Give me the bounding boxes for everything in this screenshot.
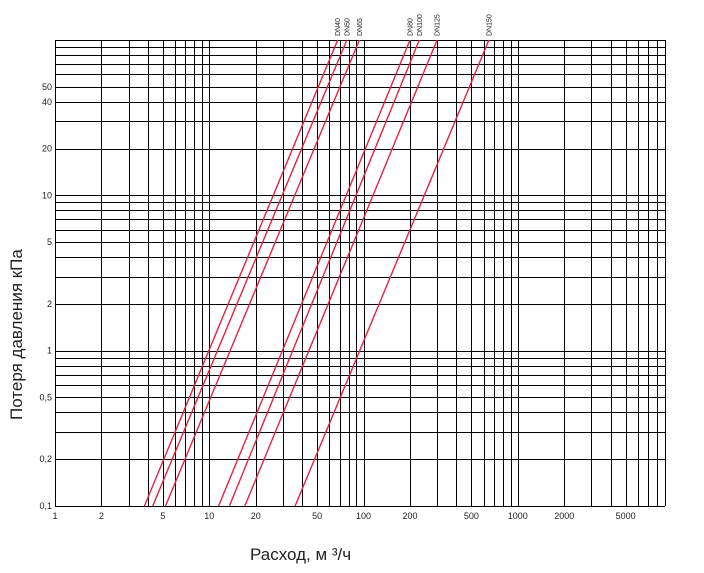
series-line-dn50 [152,39,348,507]
y-tick-labels: 0,1 0,2 0,5 1 2 5 10 20 40 50 [39,82,52,511]
series-labels: DN40 DN50 DN65 DN80 DN100 DN125 DN150 [335,14,493,36]
series-label-dn65: DN65 [357,18,364,36]
series-label-dn150: DN150 [486,14,493,36]
x-tick-label: 50 [312,511,322,521]
x-tick-label: 100 [356,511,371,521]
y-axis-label: Потеря давления кПа [7,249,26,420]
grid [55,40,666,507]
y-tick-label: 1 [47,346,52,356]
series-line-dn65 [164,39,361,507]
series-line-dn100 [228,39,420,507]
x-tick-label: 10 [204,511,214,521]
series-label-dn40: DN40 [335,18,342,36]
x-tick-label: 5000 [616,511,636,521]
y-tick-label: 0,2 [39,454,52,464]
x-tick-label: 1 [52,511,57,521]
x-tick-label: 1000 [508,511,528,521]
y-tick-label: 40 [42,97,52,107]
y-tick-label: 20 [42,144,52,154]
y-tick-label: 0,1 [39,501,52,511]
series-line-dn80 [217,39,411,507]
y-tick-label: 5 [47,237,52,247]
series-label-dn100: DN100 [417,14,424,36]
series-label-dn125: DN125 [435,14,442,36]
x-axis-label: Расход, м ³/ч [250,545,351,564]
x-tick-label: 200 [402,511,417,521]
series-label-dn80: DN80 [408,18,415,36]
series-line-dn125 [244,39,438,507]
series-line-dn40 [143,39,339,507]
x-tick-label: 20 [251,511,261,521]
x-tick-label: 5 [160,511,165,521]
x-tick-labels: 1 2 5 10 20 50 100 200 500 1000 2000 5000 [52,511,635,521]
y-tick-label: 10 [42,190,52,200]
y-tick-label: 50 [42,82,52,92]
series-label-dn50: DN50 [344,18,351,36]
y-tick-label: 2 [47,299,52,309]
x-tick-label: 2 [99,511,104,521]
series-lines [143,39,490,507]
x-tick-label: 2000 [554,511,574,521]
series-line-dn150 [294,39,490,507]
x-tick-label: 500 [464,511,479,521]
y-tick-label: 0,5 [39,392,52,402]
